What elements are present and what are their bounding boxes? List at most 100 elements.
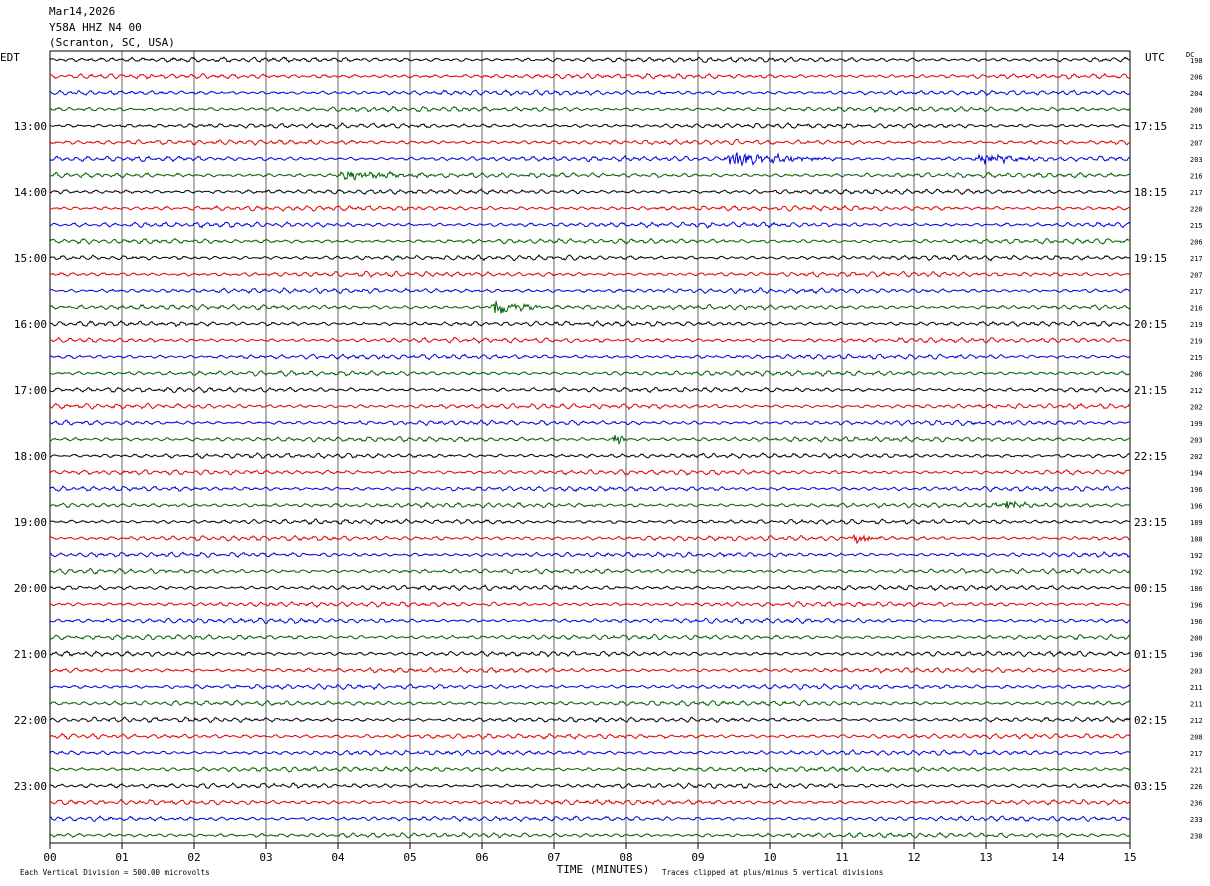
trace-row [49, 386, 1131, 394]
trace-row [49, 533, 1131, 545]
trace-row [49, 72, 1131, 80]
trace-row [49, 567, 1131, 575]
x-tick-label: 00 [43, 851, 56, 864]
trace-row [49, 469, 1131, 476]
x-tick-label: 02 [187, 851, 200, 864]
header-date: Mar14,2026 [49, 5, 115, 18]
dc-offset-label: 203 [1190, 156, 1203, 164]
x-axis-label: TIME (MINUTES) [557, 863, 650, 876]
right-hour-label: 20:15 [1134, 318, 1167, 331]
trace-row [49, 138, 1131, 146]
dc-offset-labels: 198 206 204 200 215 207 203 216 217 220 215 206 217 2… [1190, 57, 1203, 841]
dc-offset-label: 203 [1190, 436, 1203, 444]
x-tick-label: 09 [691, 851, 704, 864]
left-hour-label: 15:00 [14, 252, 47, 265]
trace-row [49, 749, 1131, 757]
trace-row [49, 650, 1131, 658]
trace-row [49, 402, 1131, 411]
trace-row [49, 601, 1130, 609]
dc-offset-label: 211 [1190, 684, 1203, 692]
right-hour-label: 01:15 [1134, 648, 1167, 661]
dc-offset-label: 238 [1190, 832, 1203, 840]
left-hour-label: 16:00 [14, 318, 47, 331]
dc-offset-label: 226 [1190, 783, 1203, 791]
dc-offset-label: 216 [1190, 304, 1203, 312]
x-tick-label: 05 [403, 851, 416, 864]
left-timezone-label: EDT [0, 51, 20, 64]
trace-row [49, 56, 1131, 64]
x-tick-label: 03 [259, 851, 272, 864]
dc-offset-label: 196 [1190, 651, 1203, 659]
x-axis-ticks: 00 01 02 03 04 05 06 07 08 09 10 11 12 13 14 15 [43, 843, 1137, 864]
dc-offset-label: 215 [1190, 222, 1203, 230]
dc-offset-label: 199 [1190, 420, 1203, 428]
dc-offset-label: 206 [1190, 73, 1203, 81]
header-station: Y58A HHZ N4 00 [49, 21, 142, 34]
dc-offset-label: 206 [1190, 370, 1203, 378]
right-hour-labels: 17:15 18:15 19:15 20:15 21:15 22:15 23:15 00:15… [1134, 120, 1167, 793]
dc-offset-label: 202 [1190, 403, 1203, 411]
x-tick-label: 10 [763, 851, 776, 864]
trace-row [49, 270, 1131, 278]
trace-row [49, 419, 1131, 427]
trace-row [49, 500, 1131, 510]
minute-gridlines [121, 51, 1059, 843]
dc-offset-label: 196 [1190, 601, 1203, 609]
trace-row [49, 105, 1131, 114]
trace-row [49, 320, 1131, 328]
dc-offset-label: 203 [1190, 667, 1203, 675]
right-hour-label: 03:15 [1134, 780, 1167, 793]
right-hour-label: 18:15 [1134, 186, 1167, 199]
left-hour-labels: 13:00 14:00 15:00 16:00 17:00 18:00 19:00 20:00… [14, 120, 47, 793]
trace-row [49, 815, 1130, 823]
x-tick-label: 11 [835, 851, 848, 864]
dc-offset-label: 212 [1190, 387, 1203, 395]
trace-row [49, 683, 1131, 691]
dc-offset-label: 204 [1190, 90, 1203, 98]
right-timezone-label: UTC [1145, 51, 1165, 64]
dc-offset-label: 212 [1190, 717, 1203, 725]
trace-row [49, 300, 1131, 314]
dc-offset-label: 194 [1190, 469, 1203, 477]
right-hour-label: 00:15 [1134, 582, 1167, 595]
trace-row [49, 766, 1131, 773]
trace-row [49, 518, 1131, 526]
trace-row [49, 336, 1131, 344]
dc-offset-label: 217 [1190, 288, 1203, 296]
x-tick-label: 15 [1123, 851, 1136, 864]
trace-row [49, 584, 1131, 592]
left-hour-label: 22:00 [14, 714, 47, 727]
dc-offset-label: 217 [1190, 189, 1203, 197]
trace-row [49, 452, 1131, 460]
dc-offset-label: 196 [1190, 502, 1203, 510]
dc-offset-label: 208 [1190, 733, 1203, 741]
dc-offset-label: 215 [1190, 354, 1203, 362]
plot-frame [49, 50, 1131, 844]
trace-row [49, 369, 1131, 377]
trace-row [49, 617, 1131, 625]
x-tick-label: 08 [619, 851, 632, 864]
scale-note: Each Vertical Division = 500.00 microvol… [20, 868, 210, 877]
dc-offset-label: 236 [1190, 799, 1203, 807]
dc-offset-label: 198 [1190, 57, 1203, 65]
right-hour-label: 02:15 [1134, 714, 1167, 727]
x-tick-label: 13 [979, 851, 992, 864]
right-hour-label: 23:15 [1134, 516, 1167, 529]
trace-row [49, 237, 1131, 245]
dc-header-label: DC [1186, 51, 1194, 59]
dc-offset-label: 207 [1190, 139, 1203, 147]
left-hour-label: 21:00 [14, 648, 47, 661]
dc-offset-label: 196 [1190, 618, 1203, 626]
dc-offset-label: 200 [1190, 634, 1203, 642]
trace-row [49, 831, 1131, 839]
right-hour-label: 19:15 [1134, 252, 1167, 265]
dc-offset-label: 219 [1190, 321, 1203, 329]
dc-offset-label: 220 [1190, 205, 1203, 213]
dc-offset-label: 221 [1190, 766, 1203, 774]
trace-row [49, 782, 1131, 790]
dc-offset-label: 192 [1190, 552, 1203, 560]
dc-offset-label: 217 [1190, 750, 1203, 758]
header-location: (Scranton, SC, USA) [49, 36, 175, 49]
trace-row [49, 170, 1131, 181]
